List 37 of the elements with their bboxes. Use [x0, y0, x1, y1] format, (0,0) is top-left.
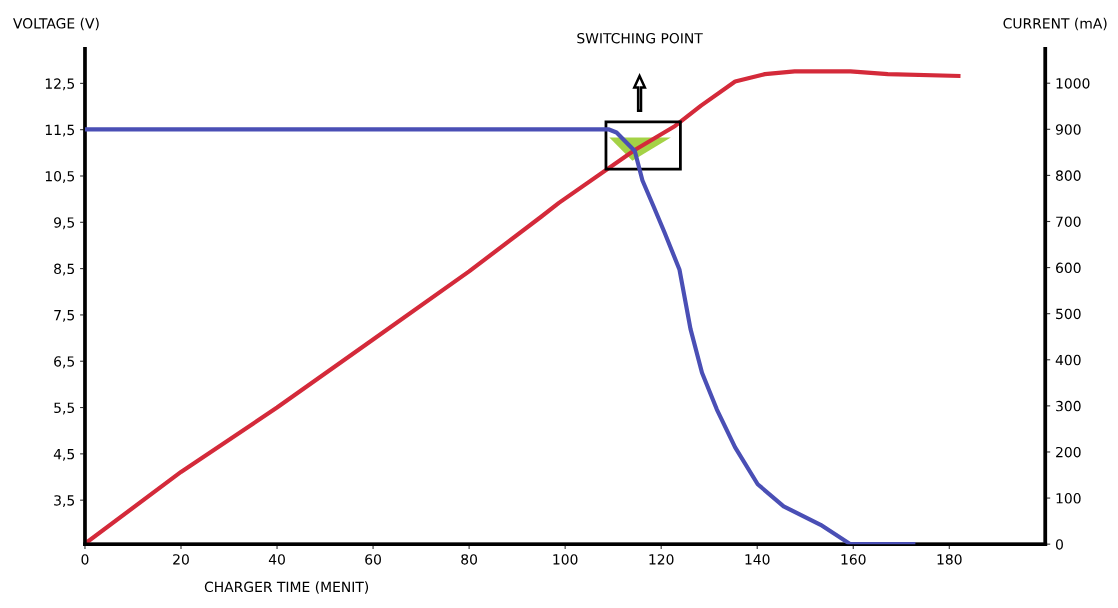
x-tick-label: 20: [173, 554, 189, 565]
y-tick-label: 6,5: [54, 356, 75, 369]
line-series: [84, 127, 916, 545]
x-tick-label: 40: [268, 554, 285, 565]
y-tick-label: 4,5: [53, 449, 75, 461]
y2-axis-title: CURRENT (mA): [1003, 17, 1107, 31]
x-tick-label: 100: [553, 554, 578, 565]
y2-tick-label: 200: [1056, 446, 1081, 458]
y-tick-label: 11,5: [45, 124, 75, 137]
x-tick-label: 160: [841, 554, 866, 565]
text: SWITCHING POINT: [577, 32, 703, 44]
y2-tick-label: 1000: [1056, 78, 1090, 89]
x-tick-label: 180: [937, 554, 962, 565]
y-tick-label: 12,5: [45, 78, 75, 91]
x-tick-label: 140: [745, 554, 770, 565]
y-tick-label: 9,5: [54, 217, 75, 230]
y2-tick-label: 900: [1055, 124, 1081, 135]
y-tick-label: 10,5: [45, 170, 75, 183]
y2-tick-label: 600: [1056, 262, 1081, 274]
x-tick-label: 80: [461, 554, 478, 565]
y2-tick-label: 400: [1055, 354, 1081, 366]
y2-tick-label: 0: [1055, 539, 1063, 550]
x-tick-label: 120: [649, 554, 674, 565]
y-tick-label: 5,5: [54, 402, 75, 415]
x-tick-label: 0: [81, 554, 89, 565]
line-series: [84, 69, 961, 545]
x-tick-label: 60: [365, 554, 381, 565]
y2-tick-label: 300: [1056, 400, 1081, 412]
y2-tick-label: 100: [1056, 493, 1081, 504]
y2-tick-label: 800: [1055, 170, 1081, 181]
y-tick-label: 3,5: [54, 495, 75, 508]
y-axis-title: VOLTAGE (V): [13, 17, 99, 31]
y-tick-label: 7,5: [54, 310, 75, 322]
y2-tick-label: 500: [1056, 308, 1081, 320]
x-axis-title: CHARGER TIME (MENIT): [204, 581, 369, 594]
y-tick-label: 8,5: [54, 263, 75, 276]
y2-tick-label: 700: [1056, 216, 1081, 227]
